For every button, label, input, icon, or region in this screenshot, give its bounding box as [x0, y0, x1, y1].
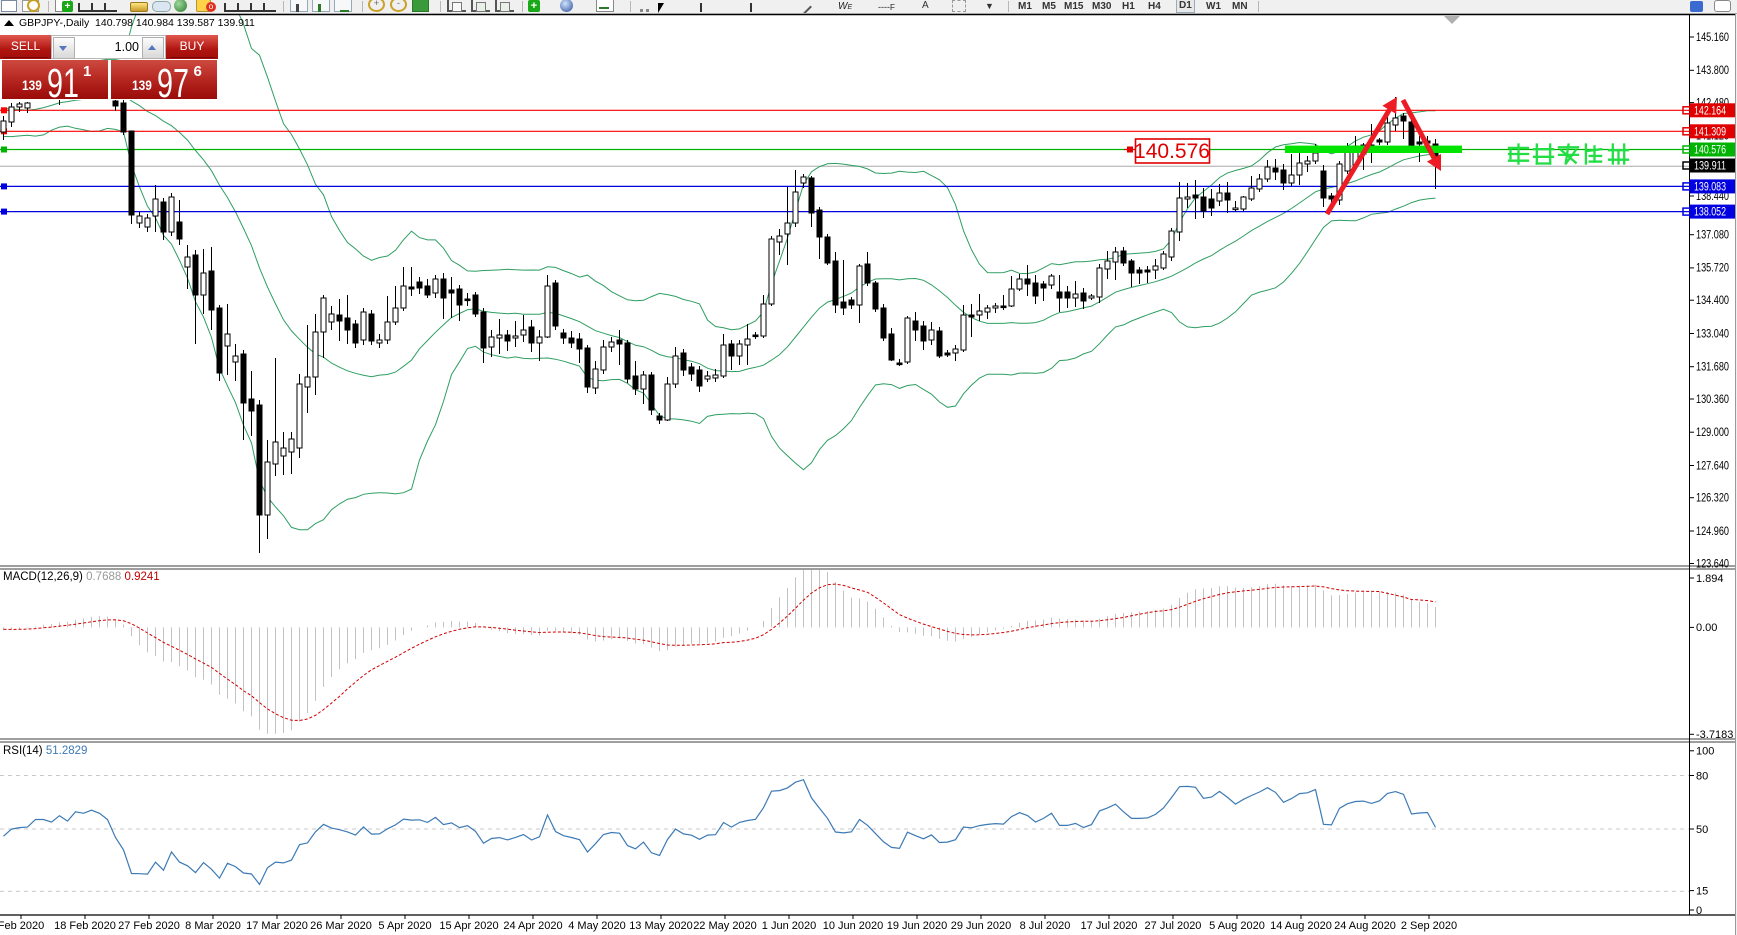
svg-text:123.640: 123.640 [1696, 558, 1729, 570]
svg-text:138.052: 138.052 [1694, 207, 1726, 219]
svg-text:129.000: 129.000 [1696, 427, 1729, 439]
svg-text:142.164: 142.164 [1694, 105, 1726, 117]
svg-text:138.440: 138.440 [1696, 191, 1729, 203]
svg-text:-3.7183: -3.7183 [1696, 729, 1733, 741]
svg-text:14 Aug 2020: 14 Aug 2020 [1270, 920, 1332, 932]
svg-text:137.080: 137.080 [1696, 230, 1729, 242]
svg-text:127.640: 127.640 [1696, 460, 1729, 472]
svg-text:5 Apr 2020: 5 Apr 2020 [378, 920, 431, 932]
svg-text:0: 0 [1696, 905, 1702, 917]
svg-text:5 Aug 2020: 5 Aug 2020 [1209, 920, 1265, 932]
svg-text:134.400: 134.400 [1696, 295, 1729, 307]
svg-text:15 Apr 2020: 15 Apr 2020 [439, 920, 498, 932]
svg-text:24 Apr 2020: 24 Apr 2020 [503, 920, 562, 932]
svg-text:131.680: 131.680 [1696, 362, 1729, 374]
svg-text:26 Mar 2020: 26 Mar 2020 [310, 920, 372, 932]
svg-text:100: 100 [1696, 746, 1714, 758]
svg-text:124.960: 124.960 [1696, 526, 1729, 538]
svg-text:17 Jul 2020: 17 Jul 2020 [1081, 920, 1138, 932]
svg-text:8 Jul 2020: 8 Jul 2020 [1020, 920, 1071, 932]
svg-text:139.911: 139.911 [1694, 161, 1726, 173]
svg-text:13 May 2020: 13 May 2020 [629, 920, 693, 932]
svg-text:140.576: 140.576 [1694, 145, 1726, 157]
svg-text:145.160: 145.160 [1696, 32, 1729, 44]
svg-text:22 May 2020: 22 May 2020 [693, 920, 757, 932]
svg-text:130.360: 130.360 [1696, 394, 1729, 406]
svg-text:0.00: 0.00 [1696, 622, 1717, 634]
svg-text:50: 50 [1696, 824, 1708, 836]
svg-text:133.040: 133.040 [1696, 328, 1729, 340]
svg-text:17 Mar 2020: 17 Mar 2020 [246, 920, 308, 932]
svg-text:29 Jun 2020: 29 Jun 2020 [951, 920, 1012, 932]
svg-text:1 Jun 2020: 1 Jun 2020 [762, 920, 816, 932]
svg-text:10 Jun 2020: 10 Jun 2020 [823, 920, 884, 932]
svg-text:80: 80 [1696, 770, 1708, 782]
svg-text:RSI(14) 51.2829: RSI(14) 51.2829 [3, 745, 87, 757]
svg-text:15: 15 [1696, 885, 1708, 897]
svg-text:2 Sep 2020: 2 Sep 2020 [1401, 920, 1457, 932]
svg-text:126.320: 126.320 [1696, 493, 1729, 505]
svg-text:140.576: 140.576 [1134, 140, 1210, 163]
svg-text:24 Aug 2020: 24 Aug 2020 [1334, 920, 1396, 932]
svg-text:27 Feb 2020: 27 Feb 2020 [118, 920, 180, 932]
svg-text:8 Mar 2020: 8 Mar 2020 [185, 920, 241, 932]
svg-text:19 Jun 2020: 19 Jun 2020 [887, 920, 948, 932]
svg-text:MACD(12,26,9) 0.7688 0.9241: MACD(12,26,9) 0.7688 0.9241 [3, 571, 160, 583]
svg-text:135.720: 135.720 [1696, 263, 1729, 275]
svg-text:141.309: 141.309 [1694, 126, 1726, 138]
svg-text:1.894: 1.894 [1696, 573, 1724, 585]
svg-text:18 Feb 2020: 18 Feb 2020 [54, 920, 116, 932]
svg-text:27 Jul 2020: 27 Jul 2020 [1145, 920, 1202, 932]
svg-text:139.083: 139.083 [1694, 181, 1726, 193]
svg-text:4 May 2020: 4 May 2020 [568, 920, 625, 932]
svg-text:143.800: 143.800 [1696, 65, 1729, 77]
svg-text:Feb 2020: Feb 2020 [0, 920, 44, 932]
